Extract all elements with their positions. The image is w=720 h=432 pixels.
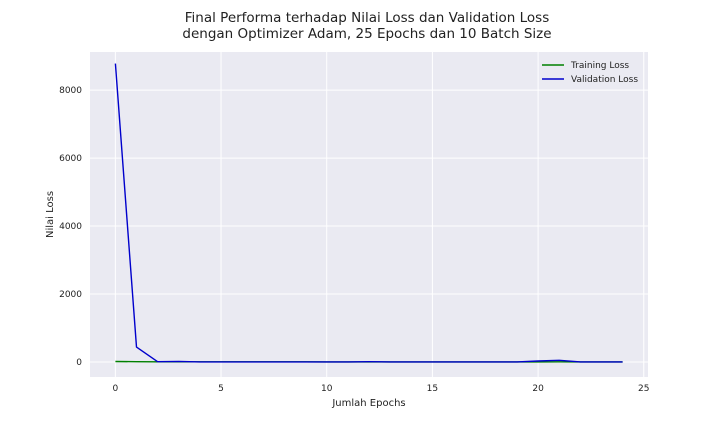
chart-title: Final Performa terhadap Nilai Loss dan V…	[182, 10, 551, 42]
legend-label: Validation Loss	[571, 75, 638, 85]
x-tick-label: 25	[638, 384, 649, 394]
x-tick-label: 20	[532, 384, 544, 394]
y-tick-label: 0	[76, 358, 82, 368]
y-tick-label: 4000	[59, 222, 82, 232]
x-tick-label: 0	[112, 384, 118, 394]
y-tick-label: 2000	[59, 290, 82, 300]
x-tick-label: 15	[427, 384, 438, 394]
chart-title-line-1: Final Performa terhadap Nilai Loss dan V…	[185, 10, 549, 26]
series-line-validation-loss	[114, 63, 623, 363]
x-axis-label: Jumlah Epochs	[331, 398, 405, 409]
legend: Training Loss Validation Loss	[542, 61, 638, 85]
y-axis-label: Nilai Loss	[45, 191, 56, 238]
x-tick-label: 10	[321, 384, 333, 394]
y-tick-label: 6000	[59, 154, 82, 164]
chart-title-line-2: dengan Optimizer Adam, 25 Epochs dan 10 …	[182, 26, 551, 42]
plot-area	[90, 52, 648, 377]
series-lines	[114, 63, 623, 363]
tick-labels: 0 5 10 15 20 25 0 2000 4000 6000 8000	[59, 86, 649, 394]
x-tick-label: 5	[218, 384, 224, 394]
y-tick-label: 8000	[59, 86, 82, 96]
legend-label: Training Loss	[570, 61, 629, 71]
